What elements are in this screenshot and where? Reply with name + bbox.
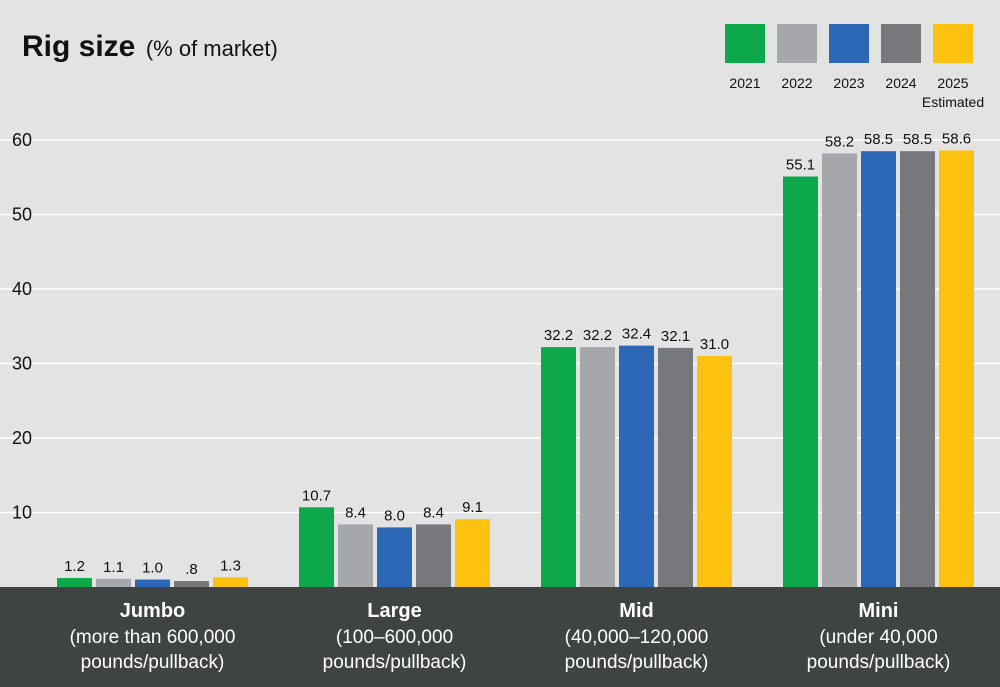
bar-mid-2021 [541,347,576,587]
bar-jumbo-2021 [57,578,92,587]
data-label: 1.3 [220,557,241,574]
chart-title-main: Rig size [22,30,135,63]
legend-swatch-2022 [777,24,817,63]
data-label: 58.5 [864,131,893,148]
category-sublabel: pounds/pullback) [323,652,467,673]
y-tick-label: 50 [12,205,32,225]
bar-large-2022 [338,524,373,587]
legend-swatch-2021 [725,24,765,63]
y-tick-label: 10 [12,503,32,523]
legend-swatch-2024 [881,24,921,63]
bar-mini-2024 [900,151,935,588]
bar-large-2021 [299,507,334,587]
bar-mini-2023 [861,151,896,588]
data-label: 9.1 [462,499,483,516]
legend-label: 2022 [781,75,812,91]
bar-mini-2021 [783,176,818,587]
bar-mid-2025 [697,356,732,587]
data-label: 58.6 [942,130,971,147]
bar-mid-2022 [580,347,615,587]
category-sublabel: (40,000–120,000 [565,627,709,648]
data-label: 1.1 [103,559,124,576]
data-label: 8.4 [423,504,444,521]
data-label: 31.0 [700,336,729,353]
chart-subtitle: (% of market) [146,36,278,61]
category-label: Large [367,600,421,622]
data-label: .8 [185,561,198,578]
legend-label: 2023 [833,75,864,91]
y-tick-label: 60 [12,130,32,150]
data-label: 32.2 [544,327,573,344]
category-label: Mini [859,600,899,622]
category-label: Mid [619,600,653,622]
category-footer [0,587,1000,687]
category-label: Jumbo [120,600,186,622]
category-sublabel: (more than 600,000 [70,627,236,648]
category-sublabel: (under 40,000 [819,627,937,648]
data-label: 8.4 [345,504,366,521]
chart-title: Rig size (% of market) [22,30,278,63]
data-label: 10.7 [302,487,331,504]
bar-mini-2025 [939,150,974,587]
category-sublabel: pounds/pullback) [807,652,951,673]
bar-mini-2022 [822,153,857,587]
y-tick-label: 20 [12,428,32,448]
bar-jumbo-2022 [96,578,131,587]
data-label: 55.1 [786,157,815,174]
legend-label-line2: Estimated [922,94,984,110]
legend-label: 2025 [937,75,968,91]
bar-mid-2024 [658,347,693,587]
data-label: 32.4 [622,326,651,343]
bar-jumbo-2025 [213,577,248,587]
legend-label: 2021 [729,75,760,91]
data-label: 32.2 [583,327,612,344]
y-tick-label: 30 [12,354,32,374]
data-label: 8.0 [384,507,405,524]
bar-jumbo-2024 [174,581,209,587]
legend-swatch-2023 [829,24,869,63]
y-tick-label: 40 [12,279,32,299]
bar-jumbo-2023 [135,579,170,587]
data-labels: 1.2 1.1 1.0 .8 1.3 10.7 8.4 8.0 8.4 9.1 32.2 32.2 32… [64,130,971,578]
bar-mid-2023 [619,345,654,587]
data-label: 1.2 [64,558,85,575]
data-label: 1.0 [142,560,163,577]
bar-large-2024 [416,524,451,587]
category-sublabel: pounds/pullback) [81,652,225,673]
data-label: 32.1 [661,328,690,345]
data-label: 58.5 [903,131,932,148]
category-sublabel: (100–600,000 [336,627,453,648]
bar-large-2025 [455,519,490,587]
y-axis-ticks: 10 20 30 40 50 60 [12,130,32,523]
category-sublabel: pounds/pullback) [565,652,709,673]
bar-large-2023 [377,527,412,587]
legend-swatch-2025 [933,24,973,63]
legend: 2021 2022 2023 2024 2025 Estimated [725,24,984,110]
data-label: 58.2 [825,133,854,150]
bars [57,150,974,588]
legend-label: 2024 [885,75,916,91]
category-labels: Jumbo (more than 600,000 pounds/pullback) L… [70,600,951,673]
